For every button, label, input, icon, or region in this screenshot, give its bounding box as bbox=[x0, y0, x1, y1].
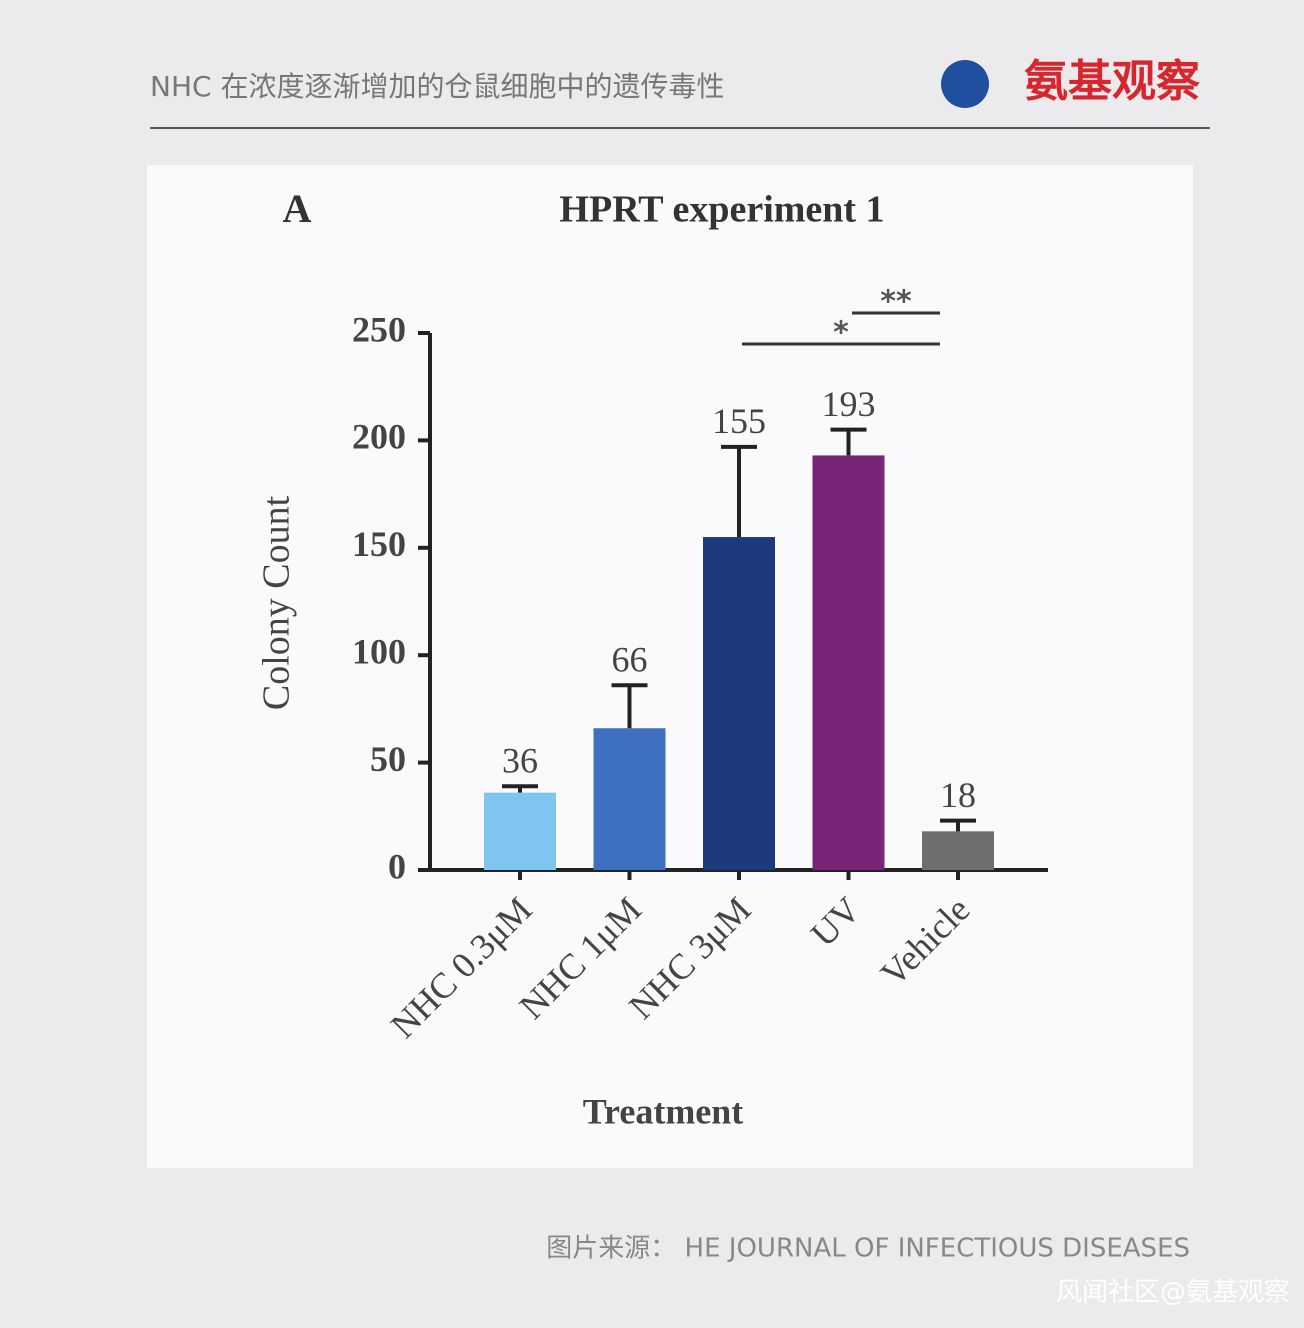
data-label: 18 bbox=[940, 775, 976, 815]
bar bbox=[484, 792, 556, 870]
error-bar bbox=[940, 818, 976, 832]
y-tick-label: 150 bbox=[352, 524, 406, 564]
panel-label: A bbox=[283, 186, 312, 231]
significance-label: ** bbox=[880, 285, 912, 320]
data-label: 66 bbox=[612, 640, 648, 680]
error-bar bbox=[611, 683, 648, 729]
error-bar bbox=[721, 444, 757, 538]
logo-icon bbox=[941, 60, 989, 108]
chart-panel bbox=[147, 165, 1193, 1168]
data-label: 36 bbox=[502, 740, 538, 780]
y-axis-label: Colony Count bbox=[256, 495, 298, 710]
source: 图片来源： HE JOURNAL OF INFECTIOUS DISEASES bbox=[546, 1234, 1190, 1264]
bar bbox=[593, 728, 666, 870]
watermark: 风闻社区@氨基观察 bbox=[1056, 1278, 1290, 1308]
logo: 氨基观察 bbox=[1024, 56, 1200, 107]
data-label: 155 bbox=[712, 401, 766, 441]
chart-title: HPRT experiment 1 bbox=[559, 189, 884, 231]
error-bar bbox=[830, 427, 867, 456]
significance-label: * bbox=[833, 316, 849, 351]
error-bar bbox=[502, 784, 538, 793]
bar bbox=[703, 537, 775, 870]
bar bbox=[812, 455, 885, 870]
y-tick-label: 200 bbox=[352, 417, 406, 457]
x-axis-label: Treatment bbox=[583, 1091, 744, 1131]
y-tick-label: 0 bbox=[388, 846, 406, 886]
y-tick-label: 50 bbox=[370, 739, 406, 779]
y-tick-label: 100 bbox=[352, 631, 406, 671]
header-title: NHC 在浓度逐渐增加的仓鼠细胞中的遗传毒性 bbox=[150, 70, 724, 103]
y-tick-label: 250 bbox=[352, 309, 406, 349]
data-label: 193 bbox=[822, 384, 876, 424]
bar bbox=[922, 831, 994, 870]
